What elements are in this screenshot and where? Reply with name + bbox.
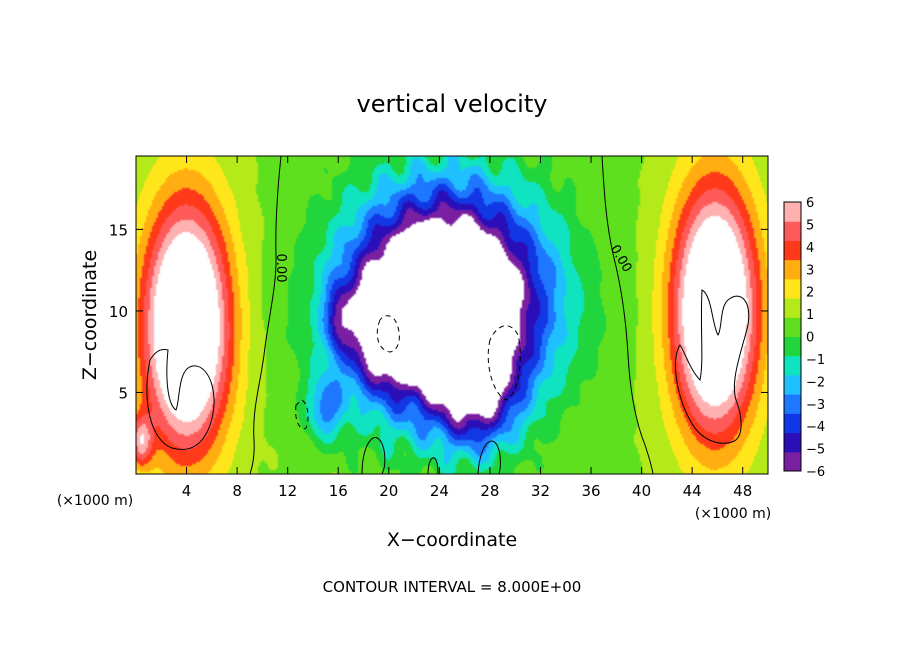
y-axis: 5 10 15	[109, 221, 768, 402]
colorbar-tick-label: 2	[806, 286, 814, 301]
ground-contour-c	[427, 457, 439, 474]
colorbar-tick-label: −1	[806, 353, 825, 368]
colorbar-swatch	[784, 259, 801, 280]
colorbar-swatch	[784, 221, 801, 241]
x-tick-label: 20	[379, 482, 398, 500]
colorbar-tick-label: 5	[806, 218, 814, 233]
x-tick-label: 44	[683, 482, 702, 500]
colorbar-tick-label: −2	[806, 375, 825, 390]
chart-title: vertical velocity	[357, 90, 548, 118]
contour-lines	[146, 156, 750, 474]
colorbar-swatch	[784, 317, 801, 337]
positive-contour-left	[146, 349, 215, 450]
colorbar-swatch	[784, 374, 801, 395]
colorbar-swatch	[784, 202, 801, 222]
contour-interval-note: CONTOUR INTERVAL = 8.000E+00	[323, 578, 582, 596]
colorbar-swatch	[784, 432, 801, 453]
y-axis-label: Z−coordinate	[79, 250, 101, 380]
x-axis-label: X−coordinate	[387, 529, 517, 551]
x-tick-label: 36	[581, 482, 600, 500]
positive-contour-right	[674, 289, 750, 444]
y-tick-label: 10	[109, 303, 128, 321]
colorbar-tick-label: −3	[806, 398, 825, 413]
y-tick-label: 15	[109, 221, 128, 239]
y-tick-label: 5	[118, 384, 128, 402]
x-tick-label: 40	[632, 482, 651, 500]
colorbar-swatch	[784, 394, 801, 414]
colorbar-swatch	[784, 355, 801, 376]
negative-contour-a	[376, 315, 400, 353]
plot-frame	[135, 155, 769, 475]
colorbar: 6 5 4 3 2 1 0 −1 −2 −3 −4 −5 −6	[783, 196, 825, 480]
colorbar-swatch	[784, 413, 801, 434]
x-unit-right: (×1000 m)	[695, 506, 771, 522]
colorbar-tick-label: 0	[806, 331, 814, 346]
colorbar-swatch	[784, 278, 801, 299]
heatmap-field	[136, 156, 768, 474]
zero-contour-right	[601, 156, 654, 474]
colorbar-swatch	[784, 336, 801, 357]
x-tick-label: 12	[278, 482, 297, 500]
x-unit-left: (×1000 m)	[57, 493, 133, 509]
ground-contour-a	[361, 437, 386, 474]
colorbar-tick-label: 6	[806, 196, 814, 211]
colorbar-tick-label: −6	[806, 465, 825, 480]
negative-contour-c	[295, 399, 309, 430]
zero-contour-left	[249, 156, 282, 474]
x-tick-label: 28	[480, 482, 499, 500]
colorbar-swatch	[784, 240, 801, 261]
colorbar-frame	[783, 201, 802, 472]
ground-contour-b	[477, 440, 501, 474]
x-tick-label: 48	[733, 482, 752, 500]
colorbar-swatch	[784, 298, 801, 318]
colorbar-tick-label: 4	[806, 241, 814, 256]
x-axis: 4 8 12 16 20 24 28 32 36 40 44 48	[182, 156, 752, 500]
negative-contour-b	[487, 325, 521, 401]
x-tick-label: 32	[531, 482, 550, 500]
x-tick-label: 16	[329, 482, 348, 500]
colorbar-swatch	[784, 451, 801, 472]
colorbar-tick-label: −4	[806, 420, 825, 435]
colorbar-tick-label: −5	[806, 443, 825, 458]
x-tick-label: 24	[430, 482, 449, 500]
colorbar-tick-label: 1	[806, 308, 814, 323]
x-tick-label: 8	[232, 482, 242, 500]
x-tick-label: 4	[182, 482, 192, 500]
contour-label: 0.00	[273, 254, 288, 283]
colorbar-tick-label: 3	[806, 263, 814, 278]
